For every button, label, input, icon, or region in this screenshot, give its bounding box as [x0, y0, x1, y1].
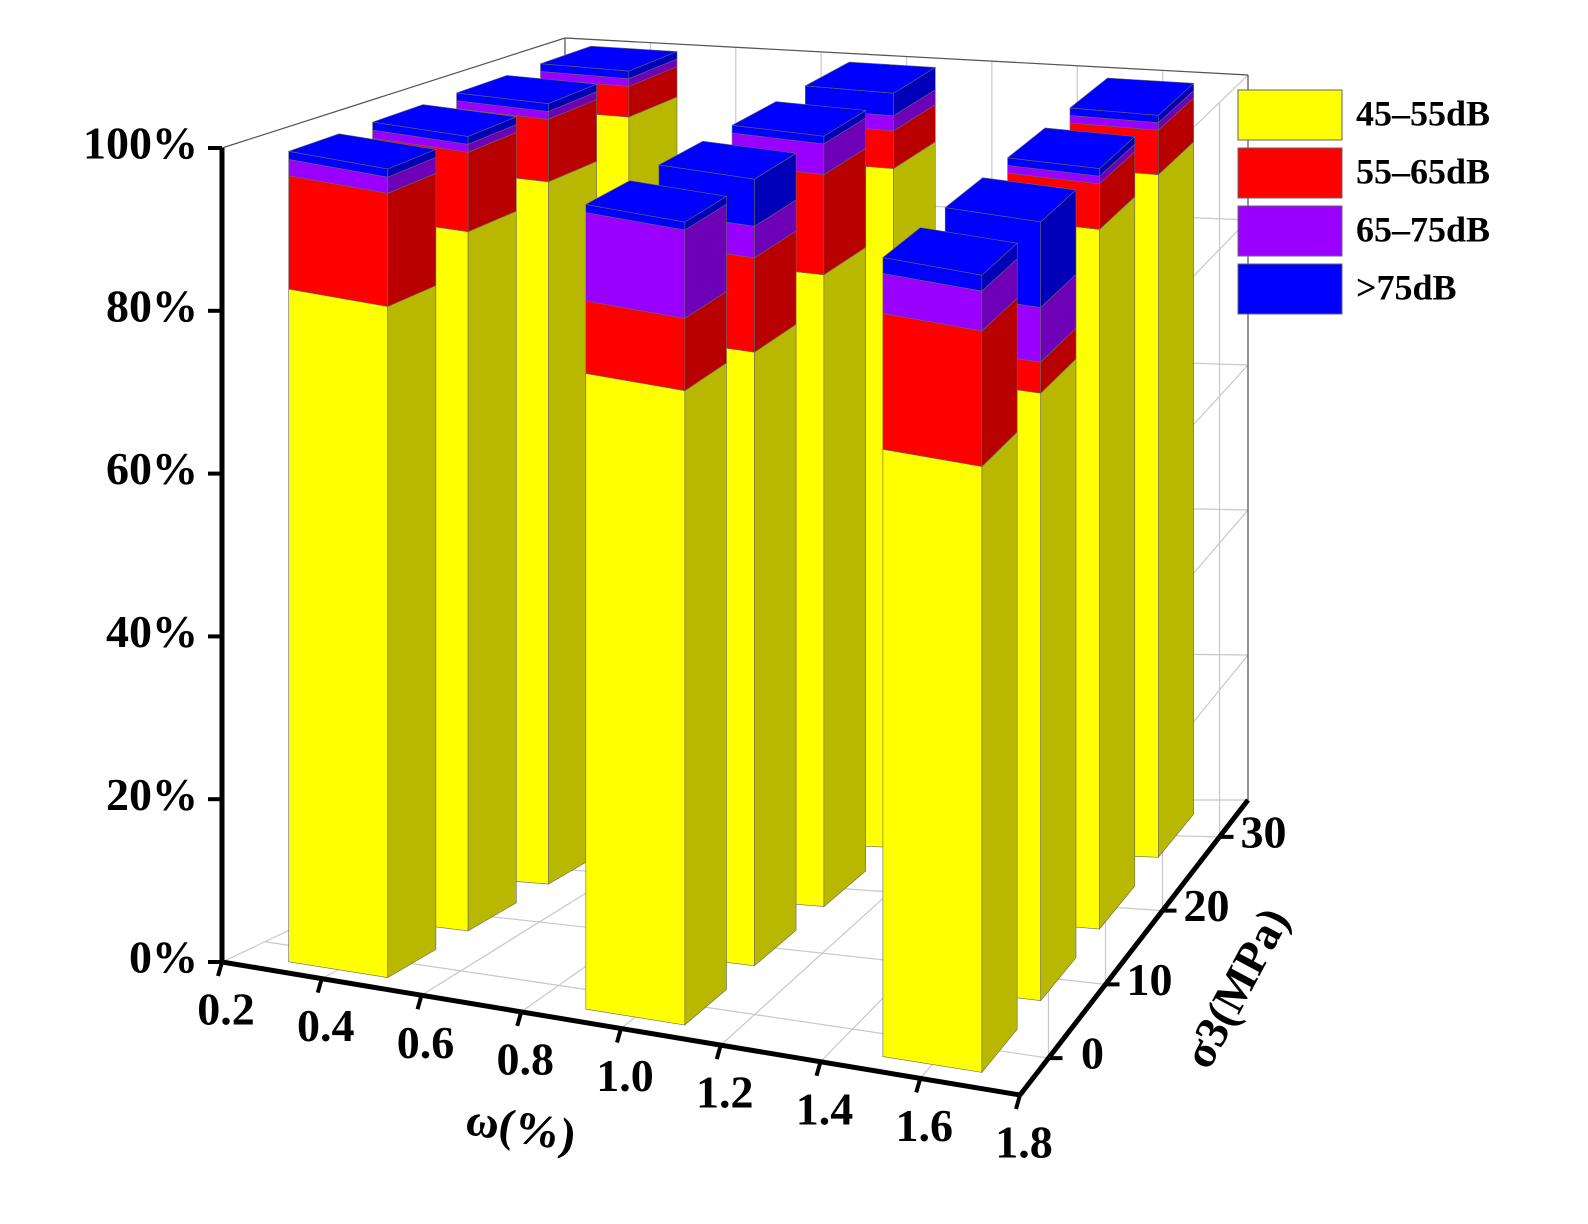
- x-tick-label: 1.0: [596, 1050, 654, 1101]
- bar-top: [584, 180, 728, 223]
- bar-side: [981, 431, 1018, 1074]
- bar-top: [372, 104, 518, 137]
- bar-side: [823, 246, 867, 908]
- bar-top: [731, 101, 867, 137]
- x-tick: [914, 1077, 923, 1093]
- bar-side: [1040, 358, 1077, 1002]
- bar-top: [944, 177, 1077, 223]
- legend-label: 45–55dB: [1356, 93, 1490, 133]
- bar-side: [387, 285, 437, 979]
- x-tick: [216, 961, 224, 977]
- x-tick: [714, 1044, 723, 1060]
- y-tick-label: 80%: [106, 280, 198, 331]
- bar-segment: [585, 362, 727, 1026]
- y-tick-label: 0%: [129, 932, 198, 983]
- bar-side: [467, 210, 517, 932]
- x-tick: [415, 994, 424, 1010]
- y-tick-label: 40%: [106, 606, 198, 657]
- legend-label: 55–65dB: [1356, 151, 1490, 191]
- bar-front: [585, 373, 686, 1026]
- bar-top: [657, 140, 797, 180]
- x-tick-label: 1.4: [796, 1083, 854, 1134]
- x-tick: [1014, 1094, 1022, 1110]
- x-tick-label: 0.4: [297, 1000, 355, 1051]
- legend-swatch: [1237, 205, 1343, 257]
- legend-swatch: [1237, 147, 1343, 199]
- bar-front: [882, 448, 983, 1073]
- x-tick-label: 1.6: [896, 1100, 954, 1151]
- bar-segment: [882, 431, 1018, 1074]
- bar-segment: [882, 297, 1018, 468]
- legend-swatch: [1237, 263, 1343, 315]
- bar-segment: [288, 285, 437, 979]
- z-tick-label: 10: [1127, 954, 1173, 1005]
- x-axis-title: ω(%): [462, 1093, 579, 1161]
- bar-top: [540, 45, 678, 72]
- x-tick: [315, 978, 324, 994]
- x-tick: [515, 1011, 524, 1027]
- z-axis: [1018, 798, 1250, 1097]
- bar-side: [1099, 195, 1136, 930]
- x-tick-label: 1.2: [696, 1067, 754, 1118]
- bar-top: [287, 133, 438, 170]
- bar-top: [804, 61, 937, 94]
- z-tick-label: 30: [1241, 806, 1287, 857]
- bar-side: [684, 362, 727, 1026]
- y-tick-label: 60%: [106, 443, 198, 494]
- bar-top: [456, 75, 597, 105]
- y-tick-label: 20%: [106, 769, 198, 820]
- legend-label: >75dB: [1356, 267, 1457, 307]
- x-tick: [814, 1061, 823, 1077]
- bar-top: [882, 227, 1018, 276]
- x-tick-label: 0.2: [197, 984, 255, 1035]
- bar-segment: [372, 124, 517, 153]
- bar-side: [387, 172, 437, 307]
- bar-segment: [288, 172, 437, 307]
- x-tick: [615, 1027, 623, 1044]
- y-tick-label: 100%: [83, 118, 198, 169]
- bar-side: [1158, 141, 1194, 859]
- bar-front: [288, 175, 389, 307]
- x-tick-label: 0.6: [397, 1017, 455, 1068]
- bars: [287, 45, 1195, 1074]
- bar-front: [585, 212, 686, 319]
- bar-side: [754, 323, 797, 967]
- legend-swatch: [1237, 89, 1343, 141]
- x-tick-label: 1.8: [995, 1117, 1053, 1168]
- bar-front: [288, 288, 389, 978]
- frame-line: [564, 37, 1249, 76]
- axes: 0% 20% 40% 60% 80% 100% 0.2 0.4 0.6 0.8 1.0 1.2 1.4 1…: [83, 118, 1287, 1168]
- legend-label: 65–75dB: [1356, 209, 1490, 249]
- bar-top: [1006, 127, 1136, 169]
- x-tick-label: 0.8: [497, 1033, 555, 1084]
- bar-front: [882, 313, 983, 467]
- frame-line: [221, 37, 566, 149]
- z-tick-label: 20: [1184, 880, 1230, 931]
- bar-segment: [1007, 135, 1136, 177]
- z-tick-label: 0: [1081, 1028, 1104, 1079]
- bar-top: [1069, 77, 1195, 116]
- legend: 45–55dB 55–65dB 65–75dB >75dB: [1237, 89, 1490, 315]
